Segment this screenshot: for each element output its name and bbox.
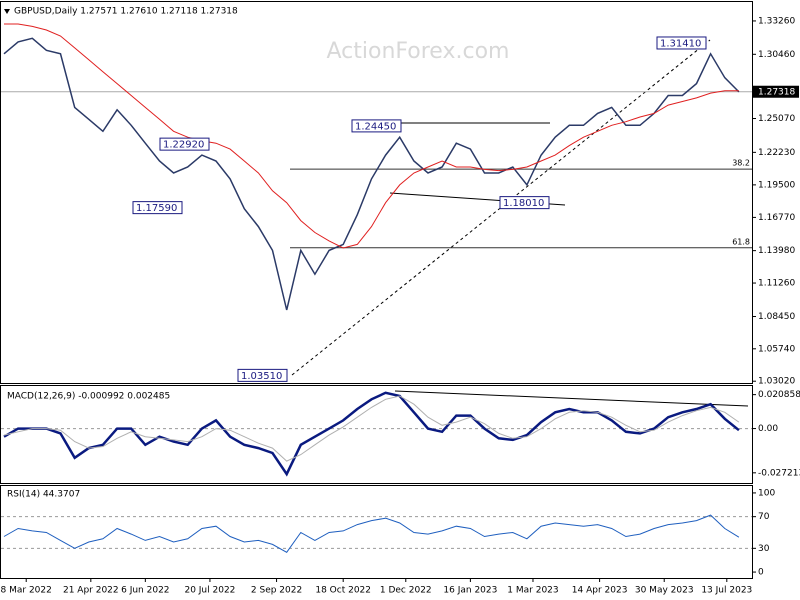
x-tick-label: 16 Jan 2023 [443, 586, 497, 596]
annotation-label: 1.03510 [241, 371, 282, 382]
y-tick-label: 1.25070 [758, 114, 795, 124]
annotation-label: 1.17590 [136, 203, 177, 214]
y-tick-label: 0.020858 [758, 390, 800, 400]
macd-trend-line [394, 390, 749, 407]
series-line [3, 514, 740, 553]
fib-label: 61.8 [732, 237, 750, 246]
rsi-frame [0, 485, 753, 579]
annotation-box [656, 36, 707, 50]
x-tick-label: 13 Jul 2023 [701, 586, 752, 596]
y-tick-label: 0.00 [758, 424, 778, 434]
x-tick-label: 2 Sep 2022 [251, 586, 302, 596]
x-tick-label: 1 Mar 2023 [507, 586, 558, 596]
annotation-label: 1.24450 [355, 121, 396, 132]
x-tick-label: 14 Apr 2023 [572, 586, 628, 596]
annotation-label: 1.22920 [163, 140, 204, 151]
annotation-box [351, 119, 402, 133]
y-tick-label: 30 [758, 544, 770, 554]
chart-title: GBPUSD,Daily 1.27571 1.27610 1.27118 1.2… [14, 7, 238, 17]
title-icon [4, 9, 10, 14]
price-frame [0, 1, 753, 384]
rsi-title: RSI(14) 44.3707 [7, 490, 80, 500]
fib-label: 38.2 [732, 159, 750, 168]
y-tick-label: 1.13980 [758, 246, 795, 256]
y-tick-label: 70 [758, 512, 770, 522]
annotation-label: 1.18010 [503, 198, 544, 209]
y-tick-label: 1.11260 [758, 279, 795, 289]
series-line [4, 23, 739, 249]
macd-frame [0, 385, 753, 484]
y-tick-label: 1.22230 [758, 148, 795, 158]
last-price-box [753, 85, 799, 98]
macd-title: MACD(12,26,9) -0.000992 0.002485 [7, 392, 170, 402]
last-price-label: 1.27318 [758, 88, 795, 98]
x-tick-label: 30 May 2023 [635, 586, 694, 596]
y-tick-label: 100 [758, 488, 775, 498]
annotation-box [499, 196, 550, 210]
x-tick-label: 8 Mar 2022 [1, 586, 52, 596]
y-tick-label: 1.33260 [758, 16, 795, 26]
annotation-box [159, 137, 210, 151]
y-tick-label: 1.16770 [758, 213, 795, 223]
y-tick-label: 0 [758, 568, 764, 578]
x-tick-label: 1 Dec 2022 [380, 586, 432, 596]
watermark: ActionForex.com [327, 39, 510, 64]
series-line [3, 37, 740, 311]
y-tick-label: 1.30460 [758, 50, 795, 60]
y-tick-label: 1.05740 [758, 344, 795, 354]
y-tick-label: 1.19500 [758, 180, 795, 190]
series-line [3, 395, 740, 462]
x-tick-label: 20 Jul 2022 [184, 586, 235, 596]
x-tick-label: 6 Jun 2022 [121, 586, 169, 596]
annotation-box [237, 368, 288, 382]
annotation-box [132, 201, 183, 215]
y-tick-label: 1.03020 [758, 377, 795, 387]
y-tick-label: -0.027213 [758, 468, 800, 478]
series-line [3, 391, 740, 477]
trend-line [291, 39, 711, 376]
x-tick-label: 21 Apr 2022 [63, 586, 119, 596]
x-tick-label: 18 Oct 2022 [315, 586, 371, 596]
y-tick-label: 1.08450 [758, 312, 795, 322]
annotation-label: 1.31410 [660, 38, 701, 49]
